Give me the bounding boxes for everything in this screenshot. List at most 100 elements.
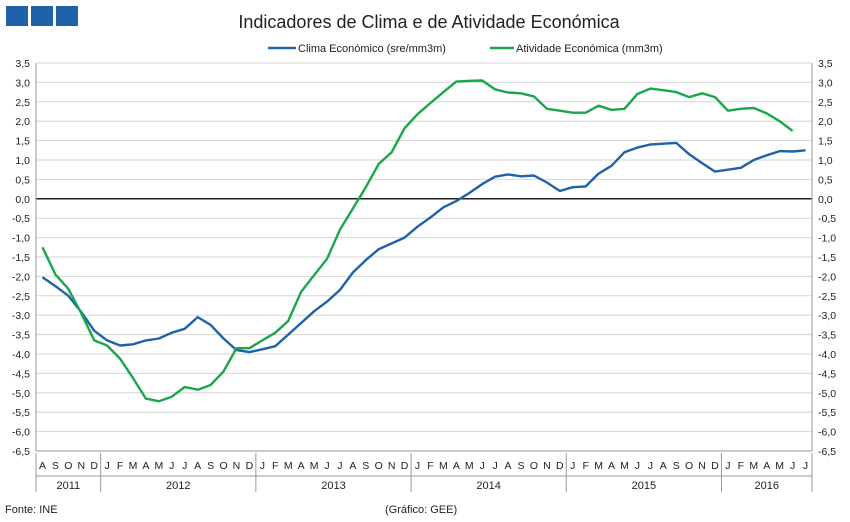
month-label: M [775, 460, 784, 472]
month-label: J [324, 460, 329, 472]
month-label: S [362, 460, 369, 472]
month-label: A [763, 460, 770, 472]
month-label: D [401, 460, 409, 472]
y-tick-left: -3,5 [12, 330, 30, 342]
y-tick-left: -6,0 [12, 427, 30, 439]
month-label: M [154, 460, 163, 472]
month-label: J [169, 460, 174, 472]
y-tick-left: 2,0 [15, 116, 30, 128]
month-label: S [517, 460, 524, 472]
grid [36, 62, 812, 452]
footer-source: Fonte: INE [5, 504, 58, 516]
y-tick-right: -2,5 [818, 291, 836, 303]
legend-label-clima: Clima Económico (sre/mm3m) [298, 43, 446, 55]
month-label: N [698, 460, 706, 472]
y-tick-left: -4,5 [12, 368, 30, 380]
y-tick-right: -6,5 [818, 446, 836, 458]
month-label: F [427, 460, 433, 472]
y-tick-right: 0,0 [818, 194, 833, 206]
month-label: N [388, 460, 396, 472]
month-label: M [749, 460, 758, 472]
footer-credit: (Gráfico: GEE) [385, 504, 458, 516]
y-tick-left: -3,0 [12, 310, 30, 322]
y-tick-left: -1,5 [12, 252, 30, 264]
month-label: J [648, 460, 653, 472]
month-label: S [52, 460, 59, 472]
month-label: A [453, 460, 460, 472]
series [41, 79, 806, 403]
month-label: M [310, 460, 319, 472]
y-tick-left: -5,5 [12, 407, 30, 419]
y-tick-left: 3,0 [15, 77, 30, 89]
chart-title: Indicadores de Clima e de Atividade Econ… [238, 12, 620, 32]
y-tick-right: 0,5 [818, 174, 833, 186]
month-label: J [105, 460, 110, 472]
month-label: O [64, 460, 72, 472]
month-label: A [194, 460, 201, 472]
year-label: 2015 [632, 480, 656, 492]
y-tick-right: -1,5 [818, 252, 836, 264]
y-tick-right: -3,0 [818, 310, 836, 322]
month-label: A [142, 460, 149, 472]
month-label: J [415, 460, 420, 472]
y-tick-left: 2,5 [15, 97, 30, 109]
month-label: O [685, 460, 693, 472]
y-tick-right: 3,0 [818, 77, 833, 89]
y-tick-left: 0,5 [15, 174, 30, 186]
month-label: M [620, 460, 629, 472]
logo-block-3 [56, 6, 78, 26]
month-label: D [711, 460, 719, 472]
month-label: F [272, 460, 278, 472]
month-label: N [543, 460, 551, 472]
month-label: D [246, 460, 254, 472]
month-label: J [260, 460, 265, 472]
y-tick-left: 1,0 [15, 155, 30, 167]
year-label: 2014 [476, 480, 500, 492]
y-tick-left: -1,0 [12, 233, 30, 245]
year-label: 2016 [754, 480, 778, 492]
month-label: S [207, 460, 214, 472]
y-tick-right: -2,0 [818, 271, 836, 283]
month-label: M [284, 460, 293, 472]
month-label: N [233, 460, 241, 472]
month-label: O [530, 460, 538, 472]
year-label: 2013 [321, 480, 345, 492]
y-tick-right: 3,5 [818, 58, 833, 70]
month-label: A [349, 460, 356, 472]
month-label: F [582, 460, 588, 472]
month-label: S [673, 460, 680, 472]
y-tick-left: 3,5 [15, 58, 30, 70]
y-tick-left: -6,5 [12, 446, 30, 458]
month-label: A [505, 460, 512, 472]
month-label: F [117, 460, 123, 472]
month-label: J [493, 460, 498, 472]
y-tick-left: 1,5 [15, 136, 30, 148]
y-tick-right: 2,0 [818, 116, 833, 128]
month-label: A [39, 460, 46, 472]
y-tick-right: -4,0 [818, 349, 836, 361]
year-label: 2012 [166, 480, 190, 492]
month-label: F [738, 460, 744, 472]
axes: 3,5 3,5 3,0 3,0 2,5 2,5 2,0 2,0 1,5 1,5 1,0 1,0 0,5 0… [12, 58, 836, 492]
y-tick-right: -6,0 [818, 427, 836, 439]
month-label: J [635, 460, 640, 472]
y-tick-right: -1,0 [818, 233, 836, 245]
logo-block-2 [31, 6, 53, 26]
month-label: M [129, 460, 138, 472]
logo-block-1 [6, 6, 28, 26]
month-label: J [803, 460, 808, 472]
y-tick-right: -0,5 [818, 213, 836, 225]
y-tick-left: -2,5 [12, 291, 30, 303]
month-label: J [182, 460, 187, 472]
month-label: M [439, 460, 448, 472]
legend-label-atividade: Atividade Económica (mm3m) [516, 43, 663, 55]
y-tick-right: -3,5 [818, 330, 836, 342]
month-label: M [465, 460, 474, 472]
month-label: J [480, 460, 485, 472]
month-label: N [77, 460, 85, 472]
year-label: 2011 [57, 480, 81, 492]
month-label: J [570, 460, 575, 472]
month-label: J [725, 460, 730, 472]
month-label: J [337, 460, 342, 472]
